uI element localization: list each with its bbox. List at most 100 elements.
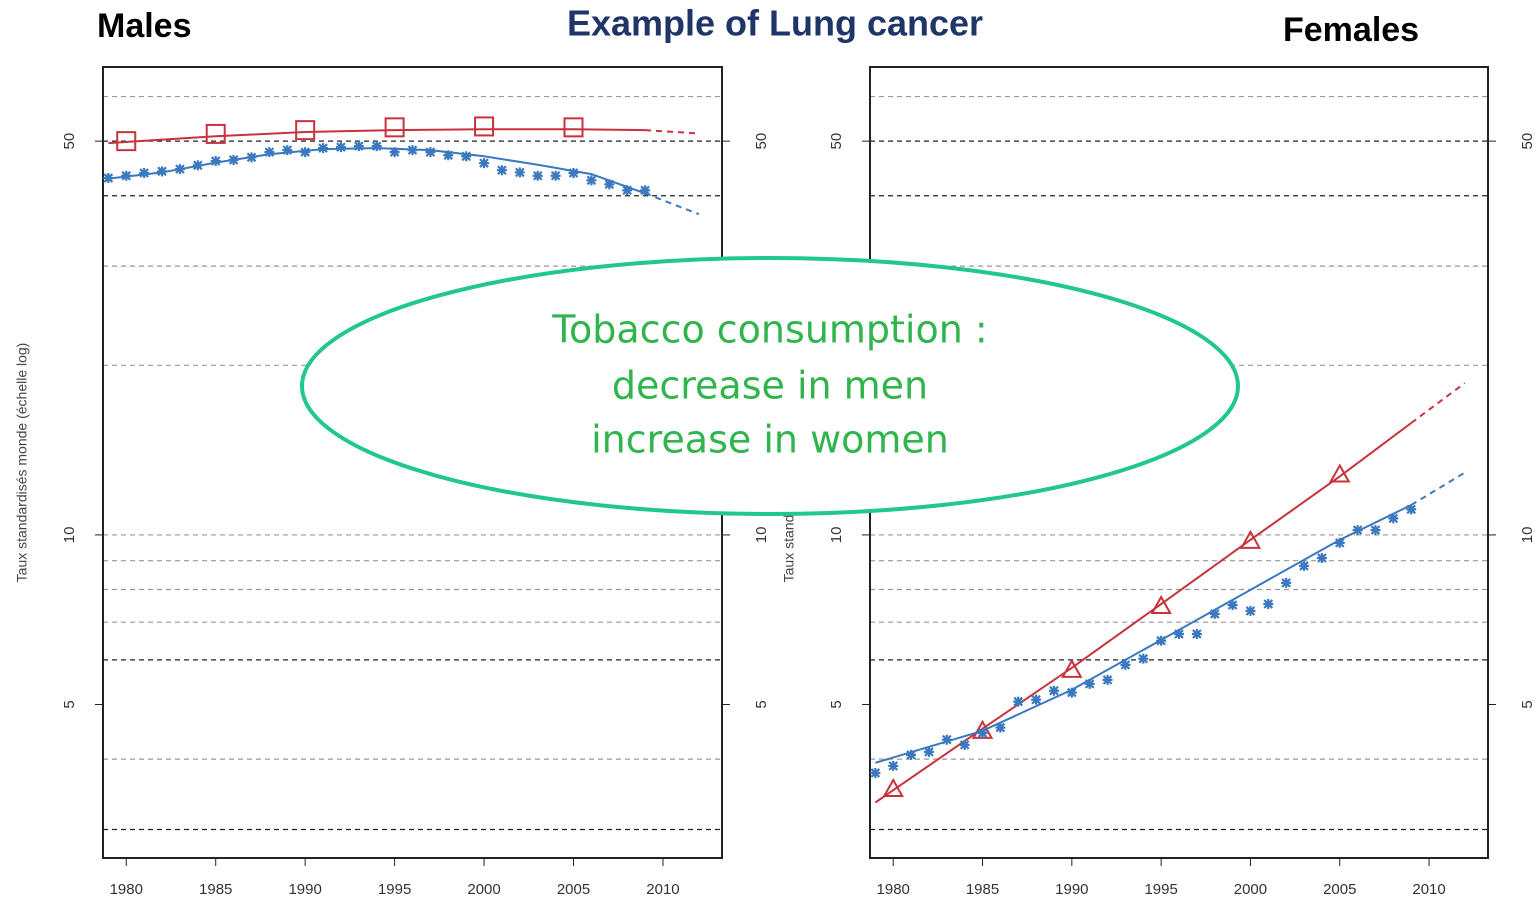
panel-title: Females [1283,11,1419,49]
y-tick-label: 10 [1519,527,1536,544]
marker [1084,678,1095,689]
x-tick-label: 2000 [467,881,500,898]
marker [353,141,364,152]
marker [923,746,934,757]
marker [1316,552,1327,563]
marker [1013,696,1024,707]
y-tick-label: 5 [1519,700,1536,708]
annotation-line: increase in women [591,418,949,462]
marker [1227,599,1238,610]
marker [1102,674,1113,685]
y-tick-label: 50 [1519,133,1536,150]
marker [563,117,584,138]
marker [1334,537,1345,548]
marker [959,739,970,750]
x-tick-label: 1990 [288,881,321,898]
marker [1048,685,1059,696]
marker [1138,653,1149,664]
fit-line [645,129,699,135]
marker [389,147,400,158]
x-tick-label: 2010 [646,881,679,898]
marker [1245,605,1256,616]
marker [474,116,495,137]
marker [295,120,316,141]
x-tick-label: 2005 [1323,881,1356,898]
marker [1031,694,1042,705]
marker [205,123,226,144]
marker [977,728,988,739]
marker [1209,608,1220,619]
y-tick-label: 5 [828,700,845,708]
marker [1329,463,1351,483]
panel: 55101050501980198519901995200020052010Ta… [781,66,1536,898]
y-tick-label: 10 [61,527,78,544]
fit-line [108,147,646,195]
marker [1370,525,1381,536]
marker [870,767,881,778]
marker [568,167,579,178]
marker [443,150,454,161]
marker [1061,658,1083,678]
panel-title: Males [97,7,192,45]
y-tick-label: 50 [828,133,845,150]
x-tick-label: 1980 [877,881,910,898]
marker [282,145,293,156]
x-tick-label: 1995 [378,881,411,898]
marker [264,147,275,158]
y-tick-label: 5 [61,700,78,708]
y-tick-label: 10 [828,527,845,544]
marker [1120,659,1131,670]
marker [371,141,382,152]
x-tick-label: 1980 [110,881,143,898]
fit-line [108,128,646,145]
x-tick-label: 1995 [1144,881,1177,898]
marker [335,142,346,153]
marker [384,117,405,138]
x-tick-label: 2005 [557,881,590,898]
marker [1239,529,1262,549]
marker [640,185,651,196]
marker [604,179,615,190]
x-tick-label: 1985 [199,881,232,898]
marker [1150,594,1172,614]
y-tick-label: 50 [753,133,770,150]
marker [1406,504,1417,515]
marker [1388,513,1399,524]
y-axis-title: Taux standardisés monde (échelle log) [14,343,30,583]
marker [622,185,633,196]
marker [1281,577,1292,588]
marker [941,734,952,745]
marker [1191,629,1202,639]
marker [157,166,168,177]
marker [425,147,436,158]
annotation-line: decrease in men [612,364,928,408]
y-tick-label: 10 [753,527,770,544]
marker [1299,560,1310,571]
x-tick-label: 1990 [1055,881,1088,898]
x-tick-label: 2000 [1234,881,1267,898]
page-title: Example of Lung cancer [567,3,983,44]
fit-line [875,504,1412,764]
marker [1263,599,1274,610]
marker [318,143,329,154]
marker [461,151,472,162]
annotation: Tobacco consumption : decrease in men in… [551,308,987,462]
marker [550,170,561,181]
marker [1066,687,1077,698]
marker [1174,629,1184,639]
fit-line [1410,382,1466,424]
annotation-line: Tobacco consumption : [551,308,987,352]
marker [532,170,543,181]
x-tick-label: 1985 [966,881,999,898]
fit-line [1410,471,1466,506]
marker [300,147,311,158]
marker [995,722,1006,733]
marker [496,165,507,176]
y-tick-label: 5 [753,700,770,708]
x-tick-label: 2010 [1412,881,1445,898]
annotation-ellipse [300,256,1240,516]
marker [210,156,221,167]
marker [888,760,899,771]
fit-line [644,192,700,216]
